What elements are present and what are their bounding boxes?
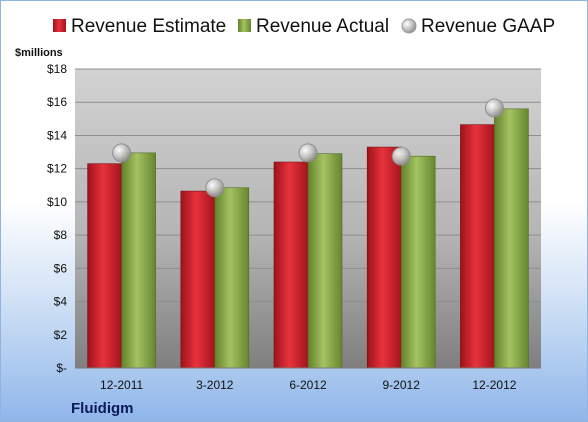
bar-revenue-actual (400, 155, 436, 369)
bar-revenue-estimate (273, 161, 309, 369)
company-name: Fluidigm (71, 400, 134, 417)
legend: Revenue Estimate Revenue Actual Revenue … (53, 16, 555, 37)
legend-label-revenue-actual: Revenue Actual (256, 16, 389, 37)
bar-revenue-actual (214, 187, 250, 369)
legend-marker-revenue-gaap (401, 18, 417, 34)
y-tick-label: $10 (47, 195, 67, 209)
marker-revenue-gaap (298, 143, 318, 163)
x-tick-label: 9-2012 (383, 378, 421, 392)
y-axis-unit-label: $millions (15, 47, 63, 59)
y-tick-label: $- (56, 361, 67, 375)
marker-revenue-gaap (112, 143, 132, 163)
legend-swatch-revenue-estimate (53, 19, 66, 32)
x-tick-label: 3-2012 (196, 378, 234, 392)
y-tick-label: $16 (47, 95, 67, 109)
legend-label-revenue-estimate: Revenue Estimate (71, 16, 226, 37)
legend-label-revenue-gaap: Revenue GAAP (421, 16, 555, 37)
bar-revenue-actual (494, 108, 529, 369)
x-axis-labels: 12-2011 3-2012 6-2012 9-2012 12-2012 (100, 378, 517, 392)
y-tick-label: $4 (54, 295, 68, 309)
gaap-markers (112, 98, 504, 198)
y-axis-ticks: $- $2 $4 $6 $8 $10 $12 $14 $16 $18 (47, 62, 67, 375)
x-tick-label: 12-2012 (472, 378, 516, 392)
bar-revenue-estimate (366, 146, 402, 369)
y-tick-label: $14 (47, 128, 67, 142)
legend-swatch-revenue-actual (238, 19, 251, 32)
bar-revenue-actual (121, 152, 156, 369)
bar-revenue-estimate (460, 124, 495, 369)
y-tick-label: $8 (54, 228, 68, 242)
y-tick-label: $6 (54, 261, 68, 275)
y-tick-label: $18 (47, 62, 67, 76)
marker-revenue-gaap (391, 146, 411, 166)
bars (87, 108, 529, 369)
bar-revenue-estimate (180, 190, 216, 369)
bar-revenue-estimate (87, 163, 122, 369)
x-tick-label: 6-2012 (289, 378, 327, 392)
marker-revenue-gaap (205, 178, 225, 198)
bar-revenue-actual (307, 153, 343, 369)
marker-revenue-gaap (484, 98, 504, 118)
x-tick-label: 12-2011 (100, 378, 143, 392)
y-tick-label: $12 (47, 162, 67, 176)
y-tick-label: $2 (54, 328, 68, 342)
